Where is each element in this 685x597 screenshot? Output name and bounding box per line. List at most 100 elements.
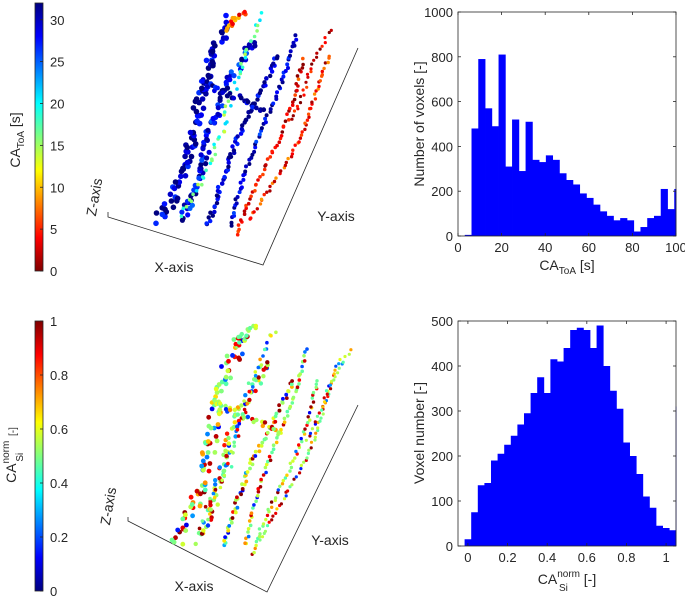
vessel-point <box>238 95 244 101</box>
vessel-point <box>232 80 237 85</box>
vessel-point <box>153 210 160 216</box>
vessel-point <box>222 174 227 180</box>
vessel-point <box>222 110 227 114</box>
vessel-point <box>226 461 230 466</box>
vessel-point <box>206 74 212 80</box>
vessel-point <box>196 175 202 181</box>
vessel-point <box>236 223 241 227</box>
vessel-point <box>281 124 286 128</box>
vessel-point <box>198 152 204 158</box>
vessel-point <box>274 411 279 416</box>
histogram-bar <box>616 408 624 546</box>
histogram-toa-ylabel: Number of voxels [-] <box>411 61 427 186</box>
vessel-point <box>209 406 215 412</box>
vessel-point <box>249 39 253 43</box>
vessel-point <box>242 9 247 15</box>
vessel-point <box>253 105 259 111</box>
histogram-bar <box>477 485 485 546</box>
vessel-point <box>269 333 273 338</box>
vessel-point <box>252 210 256 214</box>
vessel-point <box>304 438 308 442</box>
vessel-point <box>270 149 274 154</box>
vessel-point <box>180 516 186 522</box>
vessel-point <box>294 37 299 42</box>
vessel-point <box>289 465 294 470</box>
vessel-point <box>235 495 239 500</box>
x-tick-label: 0 <box>454 240 461 255</box>
vessel-point <box>316 426 320 430</box>
vessel-point <box>222 473 227 478</box>
vessel-point <box>194 118 200 124</box>
vessel-point <box>299 133 304 137</box>
vessel-point <box>237 75 241 80</box>
vessel-point <box>228 152 233 157</box>
vessel-point <box>285 409 290 414</box>
vessel-point <box>219 103 225 109</box>
vessel-point <box>235 427 240 432</box>
vessel-point <box>251 385 255 389</box>
histogram-bar <box>532 159 540 236</box>
histogram-bar <box>491 126 499 236</box>
vessel-point <box>292 97 297 102</box>
vessel-point <box>302 354 306 358</box>
histogram-bar <box>539 162 547 236</box>
vessel-point <box>210 115 216 122</box>
colorbar-tick-label: 0.4 <box>50 476 68 491</box>
vessel-point <box>291 40 296 45</box>
vessel-point <box>311 390 316 395</box>
vessel-point <box>320 69 324 74</box>
histogram-bar <box>478 59 486 236</box>
vessel-point <box>223 374 229 380</box>
vessel-point <box>215 111 221 117</box>
vessel-point <box>284 392 289 397</box>
histogram-bar <box>593 204 601 236</box>
vessel-point <box>268 107 273 112</box>
vessel-point <box>300 364 304 369</box>
vessel-point <box>323 61 328 65</box>
vessel-point <box>263 120 268 125</box>
vessel-point <box>172 179 179 185</box>
vessel-point <box>245 99 251 105</box>
x-tick-label: 40 <box>538 240 552 255</box>
vessel-point <box>208 507 213 512</box>
vessel-point <box>229 223 234 228</box>
vessel-point <box>206 423 212 429</box>
histogram-bar <box>629 456 637 546</box>
vessel-point <box>296 107 300 111</box>
colorbar-bottom-gradient <box>34 320 44 592</box>
colorbar-tick-label: 5 <box>50 222 57 237</box>
vessel-point <box>209 48 216 55</box>
vessel-point <box>227 524 232 528</box>
histogram-bar <box>622 442 630 546</box>
vessel-point <box>215 502 220 507</box>
vessel-point <box>293 33 298 38</box>
vessel-point <box>179 214 184 218</box>
colorbar-top-label: CAToA [s] <box>7 112 27 167</box>
histogram-bar <box>655 525 663 546</box>
vessel-point <box>240 65 245 70</box>
histogram-bar <box>523 413 531 546</box>
vessel-point <box>332 378 336 382</box>
vessel-point <box>275 90 279 95</box>
vessel-point <box>250 104 255 110</box>
vessel-point <box>215 85 220 91</box>
vessel-point <box>246 201 251 206</box>
vessel-point <box>343 354 347 359</box>
vessel-point <box>199 463 205 469</box>
vessel-point <box>226 358 231 364</box>
y-tick-label: 200 <box>431 184 453 199</box>
vessel-point <box>179 209 185 215</box>
y-tick-label: 300 <box>431 404 453 419</box>
vessel-point <box>268 189 272 193</box>
vessel-point <box>333 368 337 372</box>
vessel-point <box>226 441 231 446</box>
vessel-point <box>260 423 265 429</box>
vessel-point <box>279 77 284 82</box>
vessel-point <box>204 155 210 161</box>
vessel-point <box>193 541 198 547</box>
vessel-point <box>318 79 322 83</box>
vessel-point <box>271 514 275 518</box>
vessel-point <box>204 79 210 84</box>
vessel-point <box>243 117 248 123</box>
vessel-point <box>253 388 258 394</box>
